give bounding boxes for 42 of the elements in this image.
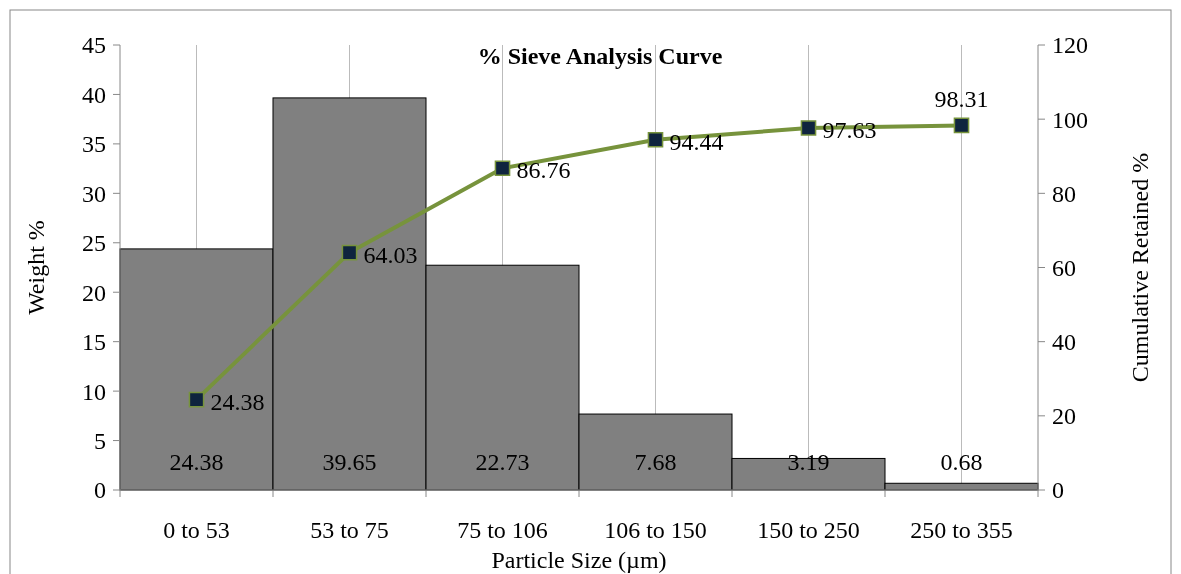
data-label: 86.76: [516, 157, 571, 184]
point: [800, 120, 817, 136]
data-label: 24.38: [210, 388, 265, 415]
y2-tick-label: 120: [1052, 32, 1088, 59]
y-tick-label: 5: [94, 427, 106, 454]
point: [188, 391, 205, 408]
data-label: 7.68: [634, 449, 677, 475]
y-tick-label: 25: [82, 230, 106, 257]
x-tick-label: 150 to 250: [757, 517, 860, 543]
y-tick-label: 45: [82, 32, 106, 59]
x-tick-label: 0 to 53: [163, 517, 230, 543]
data-label: 64.03: [363, 241, 418, 268]
y2-tick-label: 40: [1052, 329, 1076, 356]
point: [647, 131, 664, 148]
data-label: 39.65: [322, 449, 377, 475]
y-tick-label: 30: [82, 180, 106, 207]
data-label: 98.31: [934, 86, 989, 113]
x-tick-label: 53 to 75: [310, 517, 389, 543]
point: [953, 117, 970, 134]
chart-title: % Sieve Analysis Curve: [477, 43, 723, 69]
y2-tick-label: 60: [1052, 254, 1076, 281]
y-axis-title: Weight %: [23, 220, 49, 315]
y2-tick-label: 20: [1052, 403, 1076, 430]
x-tick-label: 75 to 106: [457, 517, 548, 543]
y2-tick-label: 100: [1052, 106, 1088, 133]
y-tick-label: 0: [94, 477, 106, 504]
y2-axis-title: Cumulative Retained %: [1127, 152, 1153, 383]
y2-tick-label: 0: [1052, 477, 1064, 504]
x-axis-title: Particle Size (µm): [491, 547, 667, 573]
x-tick-label: 250 to 355: [910, 517, 1013, 543]
point: [494, 160, 511, 177]
y-tick-label: 20: [82, 279, 106, 306]
y2-tick-label: 80: [1052, 180, 1076, 207]
y-tick-label: 10: [82, 378, 106, 405]
y-tick-label: 40: [82, 81, 106, 108]
data-label: 24.38: [169, 449, 224, 475]
y-tick-label: 15: [82, 329, 106, 356]
point: [341, 244, 358, 261]
data-label: 22.73: [475, 449, 530, 475]
y-tick-label: 35: [82, 131, 106, 158]
data-label: 0.68: [940, 449, 983, 475]
x-tick-label: 106 to 150: [604, 517, 707, 543]
